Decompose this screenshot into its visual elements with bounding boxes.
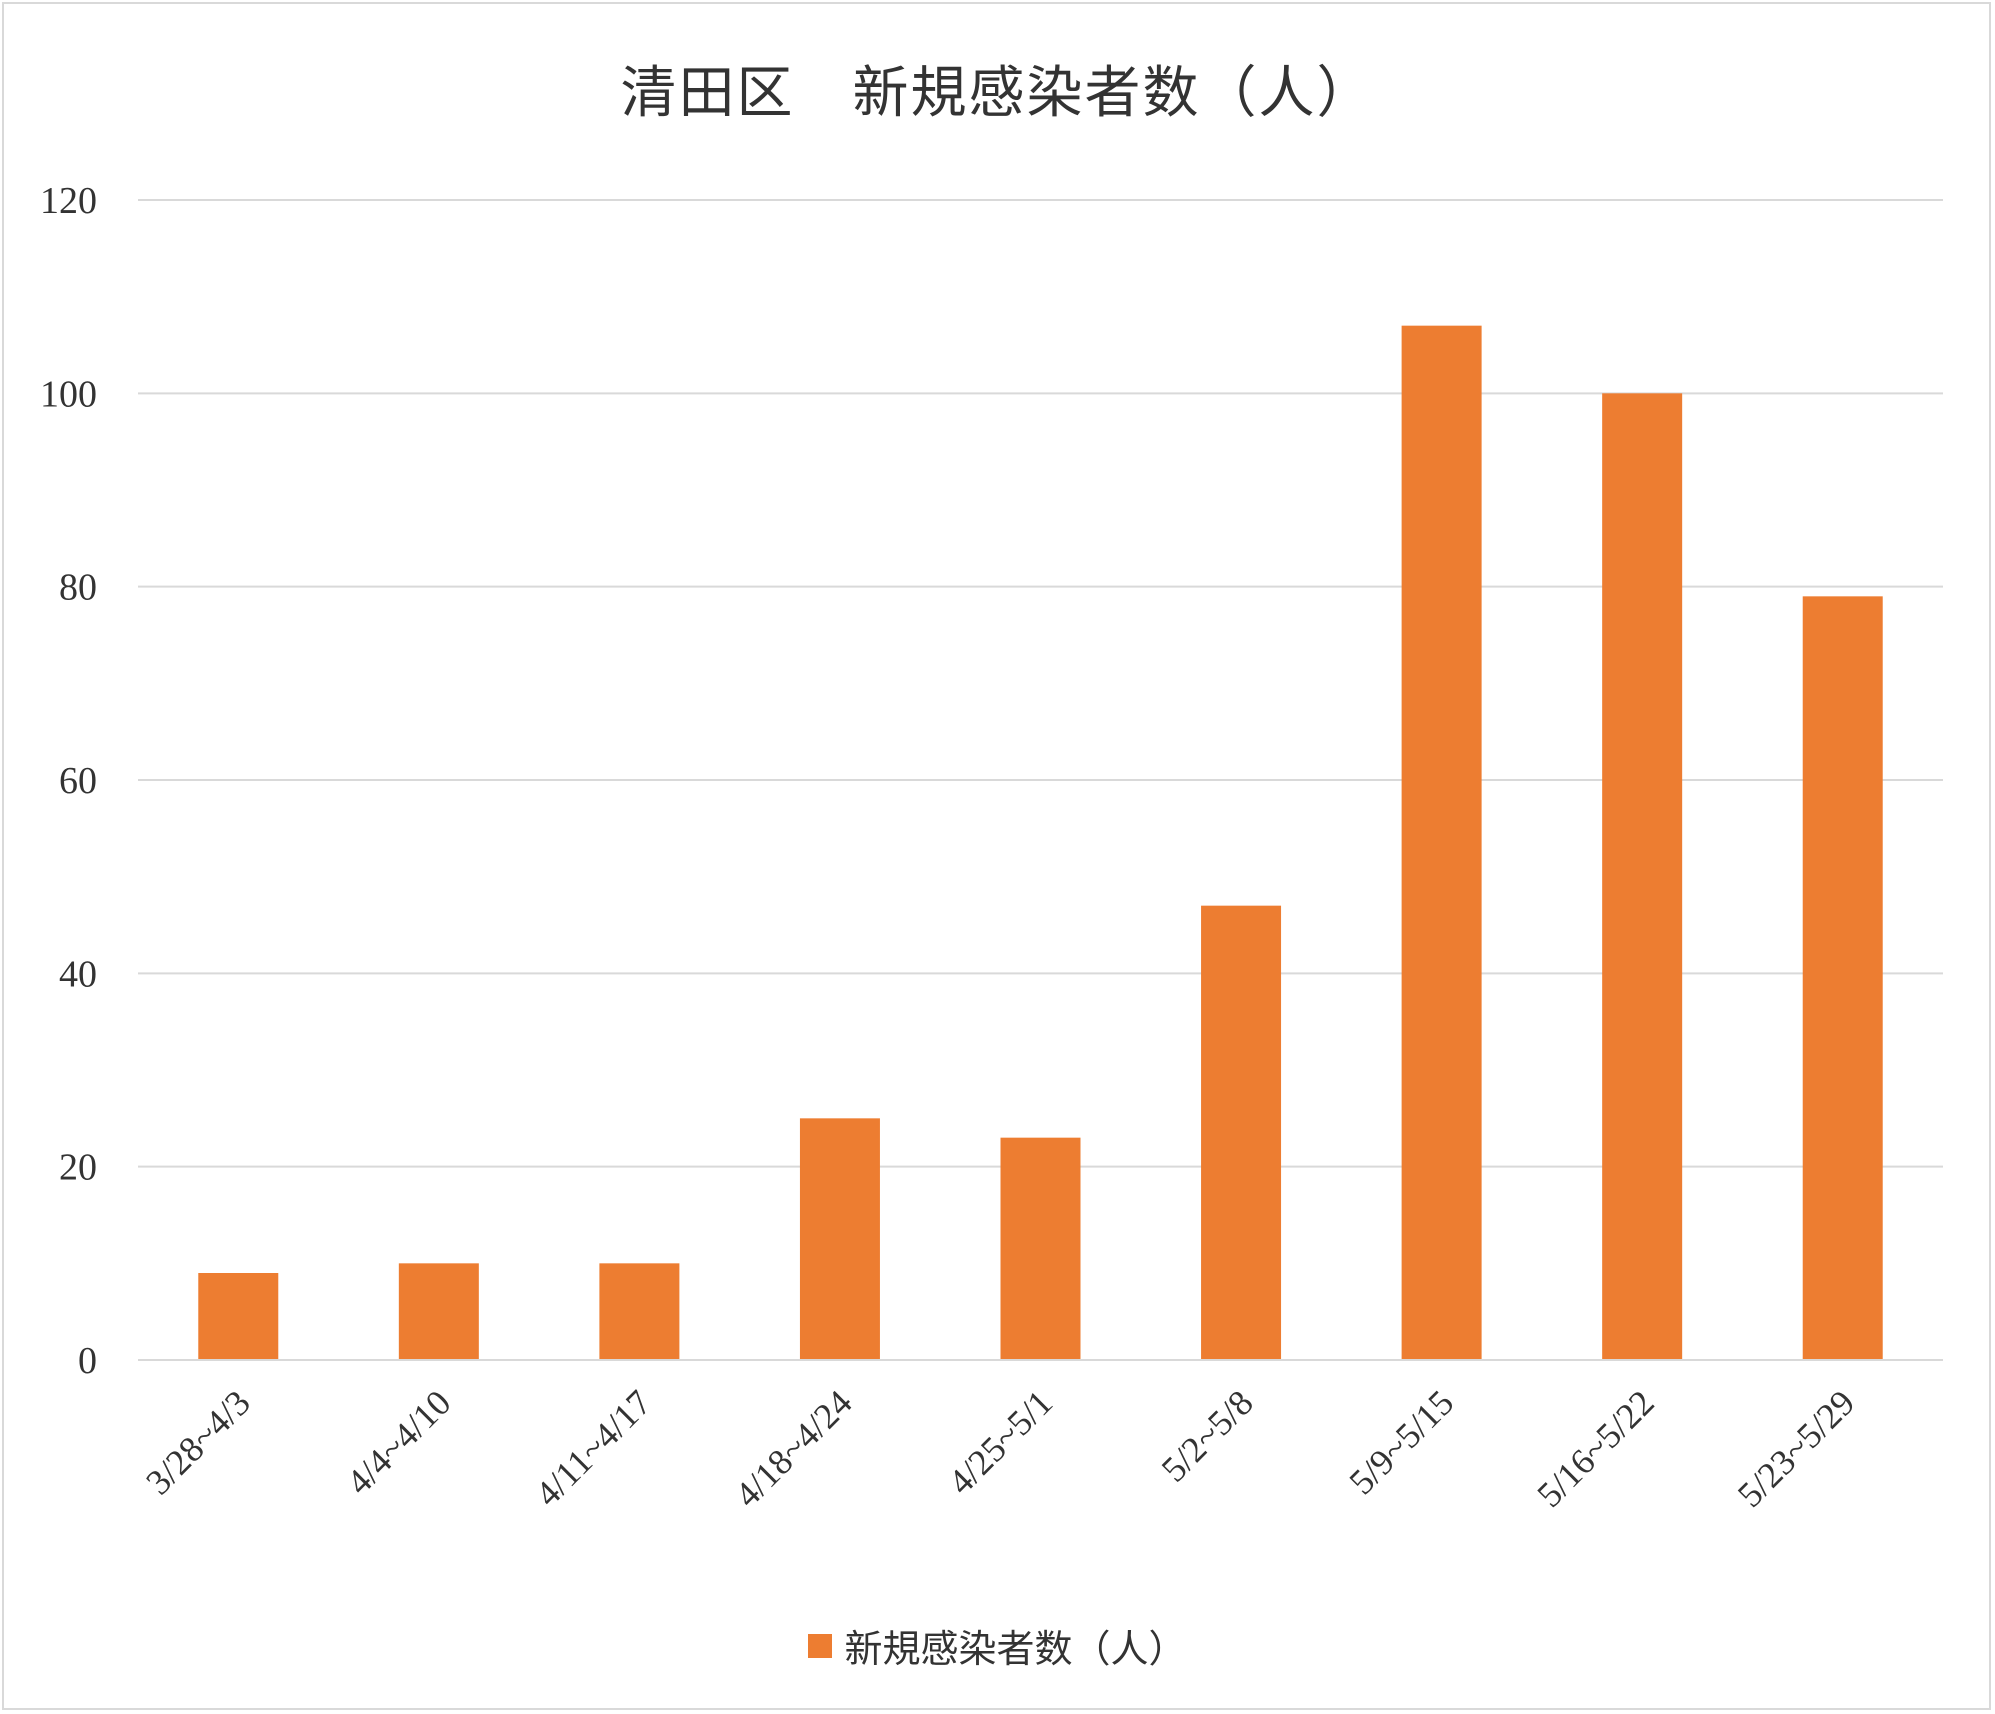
y-tick-label: 40 xyxy=(59,953,97,995)
bar xyxy=(1000,1137,1081,1360)
bar xyxy=(1401,325,1482,1361)
y-tick-label: 100 xyxy=(40,373,97,415)
y-tick-label: 120 xyxy=(40,180,97,222)
bar xyxy=(1201,905,1282,1360)
x-tick-label: 5/2~5/8 xyxy=(1154,1382,1261,1489)
bar xyxy=(799,1118,880,1360)
bar xyxy=(1802,596,1883,1360)
bar xyxy=(398,1263,479,1360)
y-tick-label: 80 xyxy=(59,567,97,609)
y-tick-label: 60 xyxy=(59,760,97,802)
x-tick-label: 3/28~4/3 xyxy=(138,1382,258,1502)
chart-title: 清田区 新規感染者数（人） xyxy=(620,61,1375,126)
legend-label: 新規感染者数（人） xyxy=(844,1627,1187,1671)
bar xyxy=(599,1263,680,1360)
x-tick-label: 5/9~5/15 xyxy=(1341,1382,1461,1502)
bars xyxy=(198,325,1883,1361)
x-tick-label: 4/25~5/1 xyxy=(940,1382,1060,1502)
x-tick-label: 4/4~4/10 xyxy=(339,1382,459,1502)
x-tick-label: 4/18~4/24 xyxy=(727,1382,860,1515)
x-tick-label: 4/11~4/17 xyxy=(527,1382,659,1514)
y-tick-label: 20 xyxy=(59,1147,97,1189)
legend: 新規感染者数（人） xyxy=(0,1618,1995,1673)
bar xyxy=(198,1273,279,1360)
y-tick-label: 0 xyxy=(78,1340,97,1382)
legend-swatch xyxy=(808,1633,833,1658)
x-axis-ticks: 3/28~4/3 4/4~4/10 4/11~4/17 4/18~4/24 4/25~5… xyxy=(138,1382,1862,1515)
x-tick-label: 5/23~5/29 xyxy=(1730,1382,1863,1515)
x-tick-label: 5/16~5/22 xyxy=(1529,1382,1662,1515)
bar xyxy=(1602,393,1683,1360)
y-axis-ticks: 0 20 40 60 80 100 120 xyxy=(40,180,97,1382)
